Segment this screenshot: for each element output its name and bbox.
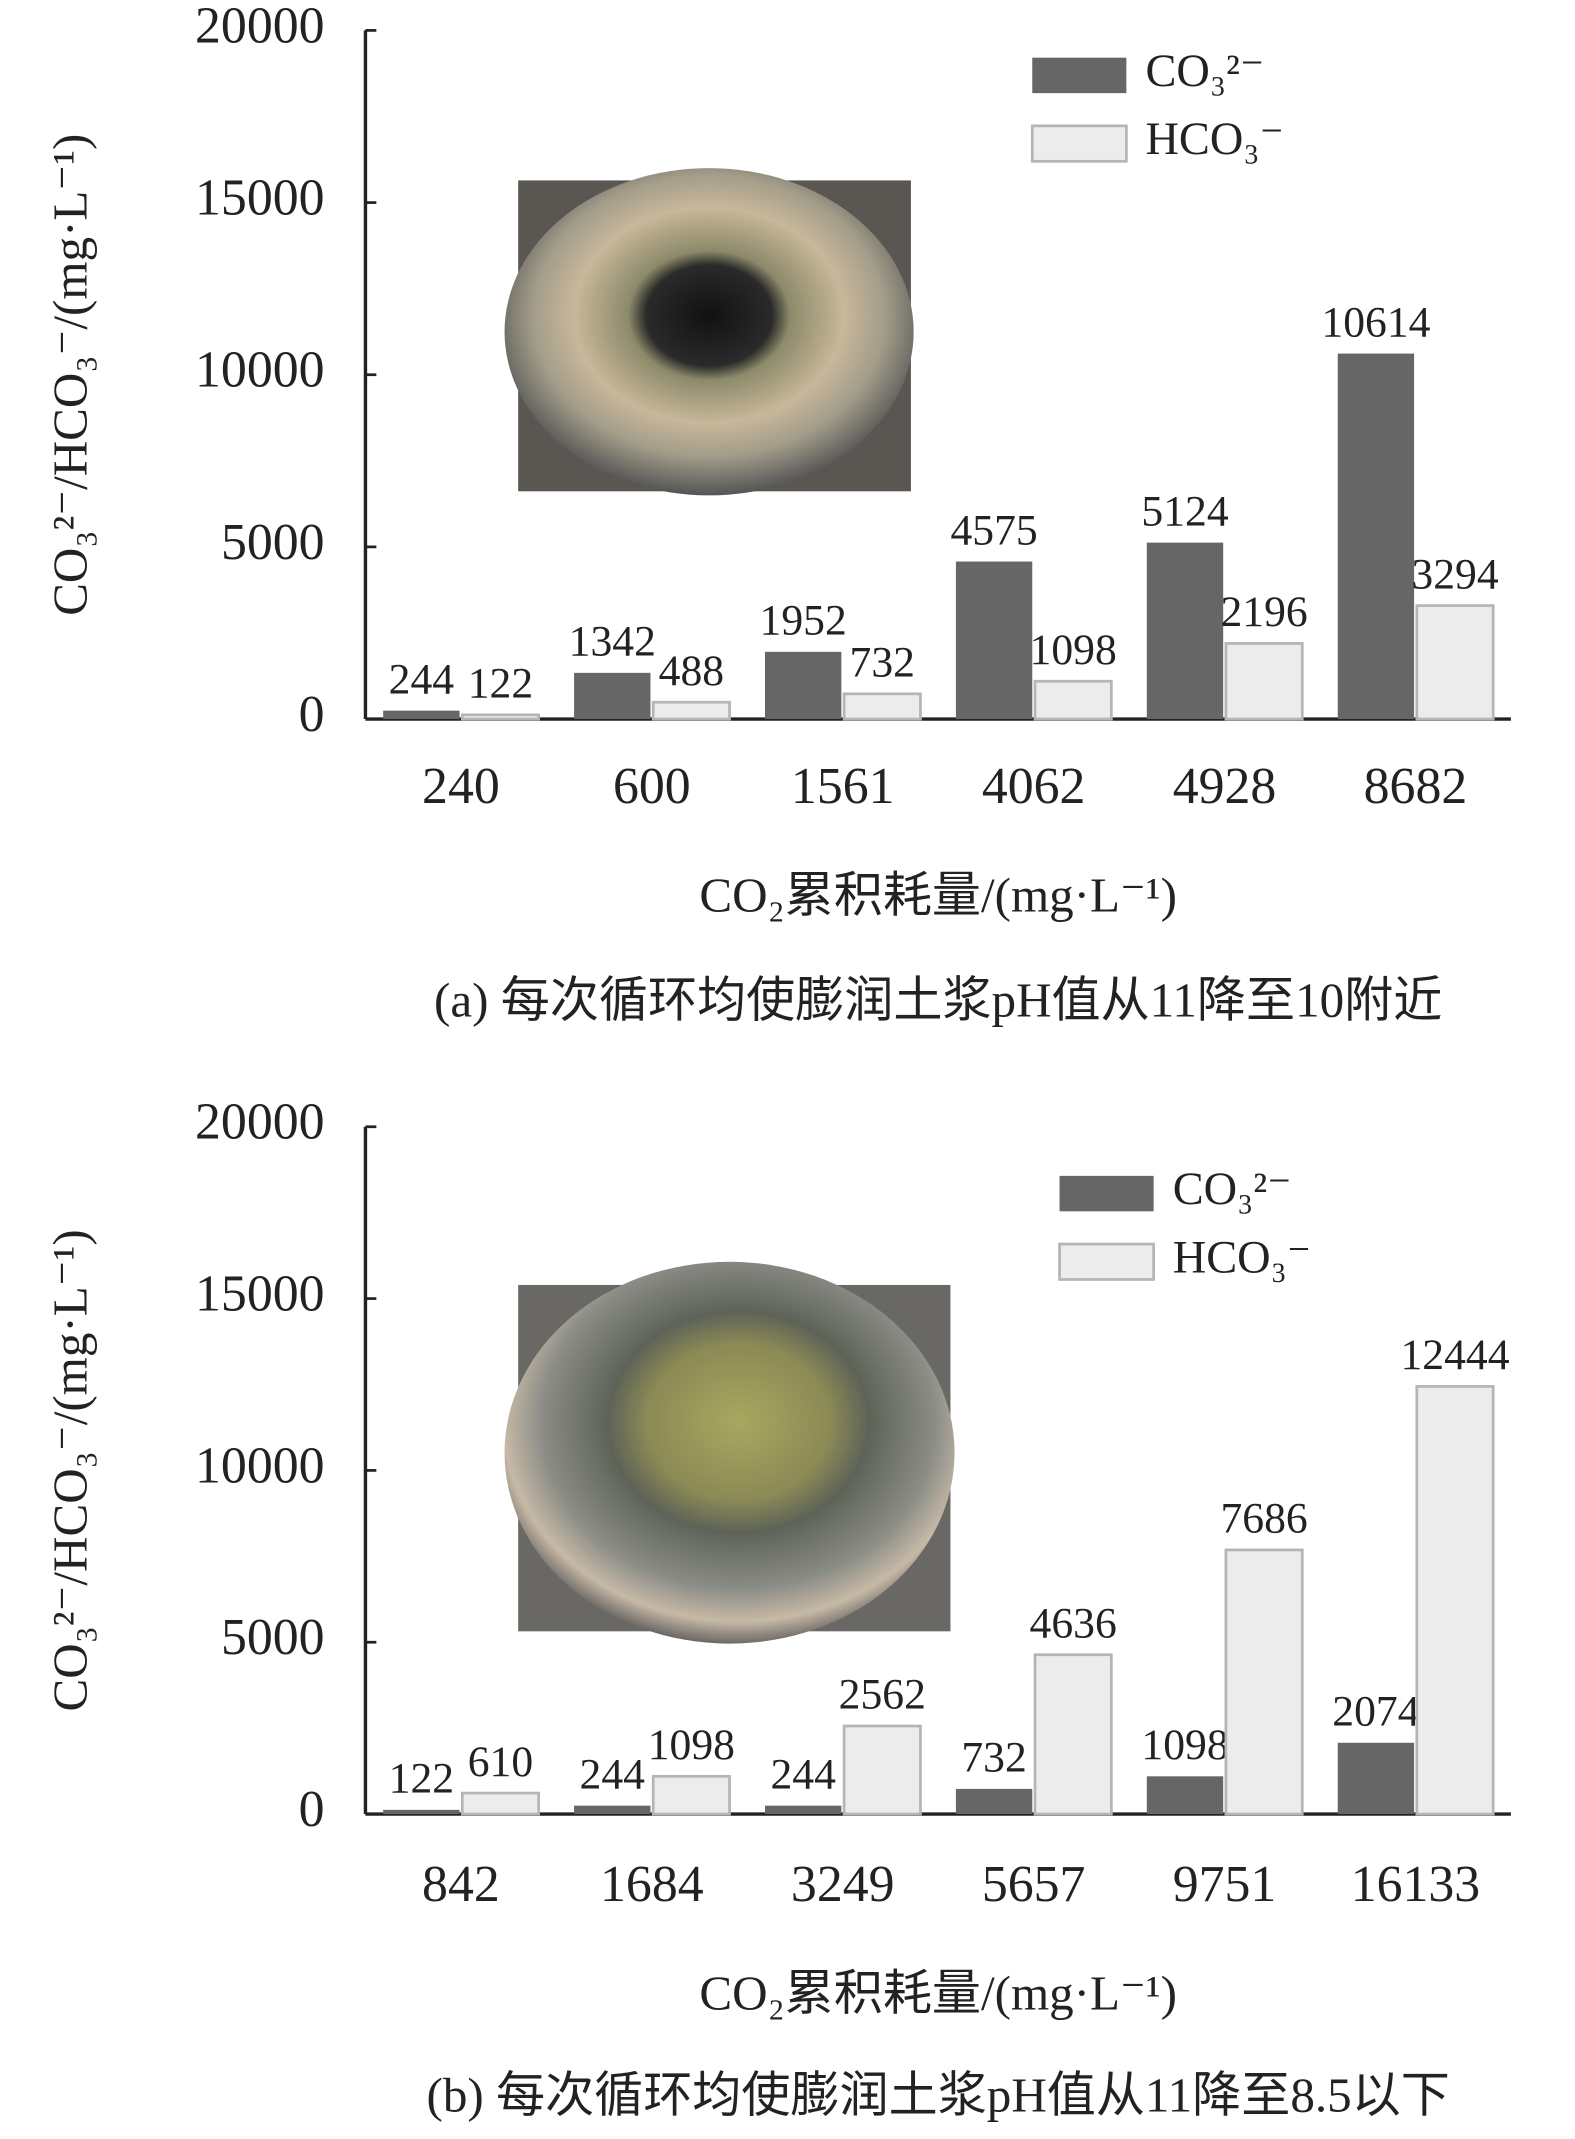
- value-label: 1952: [760, 597, 847, 645]
- bar: [574, 1805, 651, 1815]
- value-label: 610: [468, 1738, 533, 1786]
- value-label: 488: [659, 647, 724, 695]
- value-label: 1098: [1141, 1721, 1228, 1769]
- y-tick-label: 0: [299, 686, 325, 743]
- bar: [842, 692, 922, 721]
- value-label: 7686: [1220, 1495, 1307, 1543]
- x-tick-label: 5657: [982, 1856, 1086, 1913]
- value-label: 4575: [950, 506, 1037, 554]
- bar: [1146, 1776, 1224, 1815]
- caption: (a) 每次循环均使膨润土浆pH值从11降至10附近: [434, 973, 1442, 1028]
- value-label: 5124: [1141, 487, 1228, 535]
- bar: [765, 1805, 842, 1815]
- bar: [1337, 1742, 1415, 1815]
- photo: [504, 168, 914, 496]
- caption: (b) 每次循环均使膨润土浆pH值从11降至8.5以下: [427, 2068, 1450, 2123]
- value-label: 1098: [1030, 626, 1117, 674]
- legend-swatch: [1030, 124, 1128, 163]
- value-label: 122: [389, 1755, 454, 1803]
- y-tick-label: 20000: [195, 1094, 325, 1151]
- value-label: 3294: [1411, 550, 1498, 598]
- y-tick-label: 20000: [195, 0, 325, 54]
- x-tick-label: 9751: [1173, 1856, 1277, 1913]
- bar: [1146, 542, 1224, 720]
- bar: [1033, 1653, 1113, 1816]
- y-tick-label: 15000: [195, 1265, 325, 1322]
- bar: [1033, 679, 1113, 721]
- bar: [651, 1774, 731, 1816]
- bar: [1337, 353, 1415, 720]
- y-tick-label: 0: [299, 1781, 325, 1838]
- bar: [1224, 642, 1304, 721]
- bar: [955, 561, 1033, 720]
- bar: [460, 1791, 540, 1816]
- bar: [574, 672, 651, 720]
- y-tick-label: 5000: [221, 1609, 325, 1666]
- bar: [765, 651, 842, 720]
- x-tick-label: 16133: [1351, 1856, 1481, 1913]
- x-tick-label: 1561: [791, 758, 895, 815]
- x-tick-label: 1684: [600, 1856, 704, 1913]
- value-label: 244: [389, 655, 455, 703]
- photo: [504, 1261, 955, 1644]
- y-tick-label: 5000: [221, 514, 325, 571]
- x-tick-label: 600: [613, 758, 691, 815]
- value-label: 4636: [1030, 1599, 1117, 1647]
- y-axis-label: CO₃²⁻/HCO₃⁻/(mg·L⁻¹): [42, 1229, 97, 1711]
- x-tick-label: 240: [422, 758, 500, 815]
- bar: [955, 1788, 1033, 1815]
- x-tick-label: 4928: [1173, 758, 1277, 815]
- value-label: 10614: [1321, 298, 1430, 346]
- y-tick-label: 15000: [195, 169, 325, 226]
- x-axis-label: CO₂累积耗量/(mg·L⁻¹): [699, 1965, 1177, 2020]
- legend-label: CO₃²⁻: [1145, 46, 1264, 97]
- legend-label: HCO₃⁻: [1173, 1232, 1312, 1283]
- legend-swatch: [1059, 1175, 1154, 1212]
- bar: [842, 1724, 922, 1816]
- value-label: 122: [468, 660, 533, 708]
- bar: [1415, 1385, 1495, 1816]
- bar: [1224, 1548, 1304, 1816]
- value-label: 244: [580, 1750, 646, 1798]
- y-tick-label: 10000: [195, 342, 325, 399]
- x-tick-label: 4062: [982, 758, 1086, 815]
- bar: [383, 1809, 460, 1815]
- bar: [1415, 604, 1495, 721]
- bar: [460, 713, 540, 721]
- legend-label: HCO₃⁻: [1145, 114, 1284, 165]
- value-label: 2196: [1220, 588, 1307, 636]
- x-tick-label: 3249: [791, 1856, 895, 1913]
- x-tick-label: 842: [422, 1856, 500, 1913]
- legend-label: CO₃²⁻: [1173, 1164, 1292, 1215]
- value-label: 1342: [569, 618, 656, 666]
- value-label: 2074: [1332, 1688, 1419, 1736]
- value-label: 732: [850, 639, 915, 687]
- x-axis-label: CO₂累积耗量/(mg·L⁻¹): [699, 868, 1177, 923]
- y-tick-label: 10000: [195, 1437, 325, 1494]
- legend-swatch: [1032, 57, 1127, 94]
- bar: [651, 700, 731, 721]
- y-axis-label: CO₃²⁻/HCO₃⁻/(mg·L⁻¹): [42, 134, 97, 616]
- legend-swatch: [1058, 1242, 1155, 1281]
- value-label: 244: [770, 1750, 836, 1798]
- bar: [383, 710, 460, 720]
- x-tick-label: 8682: [1364, 758, 1468, 815]
- value-label: 1098: [648, 1721, 735, 1769]
- value-label: 732: [961, 1734, 1026, 1782]
- value-label: 12444: [1400, 1331, 1509, 1379]
- value-label: 2562: [839, 1671, 926, 1719]
